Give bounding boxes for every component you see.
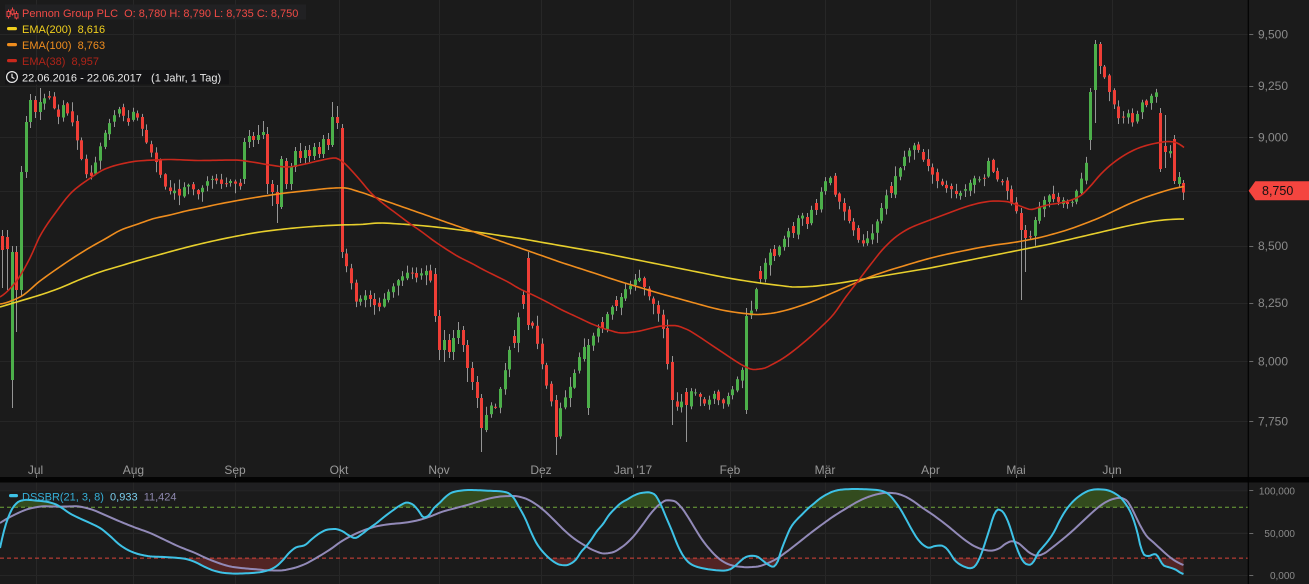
svg-text:Dez: Dez <box>530 463 551 477</box>
svg-text:9,500: 9,500 <box>1258 28 1288 42</box>
svg-text:Mär: Mär <box>815 463 836 477</box>
svg-text:22.06.2016 - 22.06.2017 (1 J: 22.06.2016 - 22.06.2017 (1 Jahr, 1 Tag) <box>22 73 221 85</box>
svg-text:9,000: 9,000 <box>1258 131 1288 145</box>
svg-text:100,000: 100,000 <box>1259 487 1296 498</box>
svg-text:7,750: 7,750 <box>1258 415 1288 429</box>
svg-text:Jul: Jul <box>28 463 43 477</box>
svg-text:EMA(200) 8,616: EMA(200) 8,616 <box>22 24 105 36</box>
svg-text:8,000: 8,000 <box>1258 354 1288 368</box>
svg-text:50,000: 50,000 <box>1264 529 1295 540</box>
svg-text:EMA(38) 8,957: EMA(38) 8,957 <box>22 56 99 68</box>
svg-text:Okt: Okt <box>330 463 349 477</box>
svg-text:Sep: Sep <box>224 463 246 477</box>
svg-text:Feb: Feb <box>720 463 741 477</box>
svg-text:Mai: Mai <box>1006 463 1025 477</box>
svg-text:Aug: Aug <box>123 463 144 477</box>
svg-text:Apr: Apr <box>921 463 940 477</box>
svg-text:DSSBR(21, 3, 8) 0,933 11,424: DSSBR(21, 3, 8) 0,933 11,424 <box>22 492 177 504</box>
svg-text:Jan '17: Jan '17 <box>614 463 653 477</box>
svg-text:8,500: 8,500 <box>1258 239 1288 253</box>
svg-text:9,250: 9,250 <box>1258 79 1288 93</box>
svg-text:8,750: 8,750 <box>1262 184 1293 198</box>
svg-text:Jun: Jun <box>1102 463 1121 477</box>
svg-text:Nov: Nov <box>428 463 449 477</box>
svg-text:8,250: 8,250 <box>1258 296 1288 310</box>
svg-text:Pennon Group PLC O: 8,780 H:: Pennon Group PLC O: 8,780 H: 8,790 L: 8,… <box>22 8 298 20</box>
svg-text:EMA(100) 8,763: EMA(100) 8,763 <box>22 40 105 52</box>
svg-text:0,000: 0,000 <box>1270 571 1295 582</box>
